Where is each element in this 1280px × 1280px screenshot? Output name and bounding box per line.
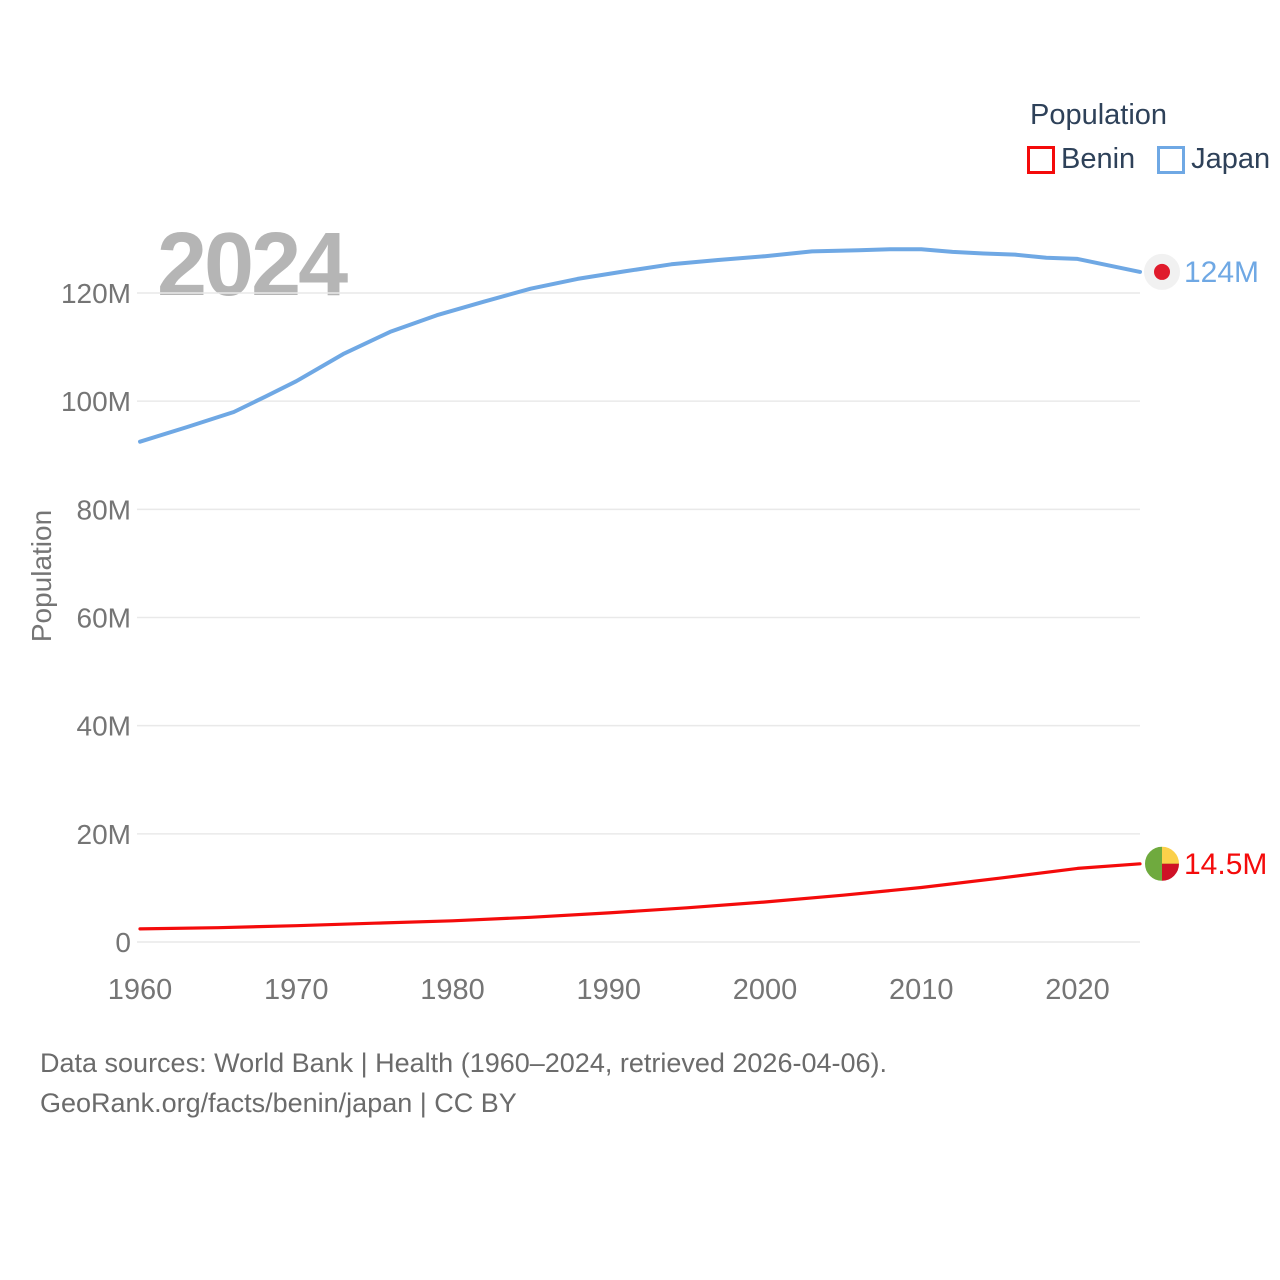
source-url-text: GeoRank.org/facts/benin/japan | CC BY xyxy=(40,1088,517,1118)
japan-swatch-icon xyxy=(1157,145,1186,174)
x-tick-label: 1970 xyxy=(264,974,329,1006)
y-tick-label: 120M xyxy=(61,278,131,309)
japan-line[interactable] xyxy=(138,247,1142,444)
legend-item-label: Japan xyxy=(1191,143,1271,175)
y-tick-label: 80M xyxy=(77,494,131,525)
y-tick-label: 0 xyxy=(115,927,131,958)
y-tick-label: 20M xyxy=(77,819,131,850)
legend-item-label: Benin xyxy=(1061,143,1136,175)
legend: Population Benin Japan xyxy=(1027,99,1270,176)
y-tick-label: 60M xyxy=(77,603,131,634)
y-tick-label: 100M xyxy=(61,386,131,417)
x-tick-label: 2000 xyxy=(733,974,798,1006)
japan-end-label: 124M xyxy=(1184,256,1259,289)
legend-item-benin[interactable]: Benin xyxy=(1027,143,1135,176)
legend-item-japan[interactable]: Japan xyxy=(1157,143,1270,176)
x-tick-label: 2010 xyxy=(889,974,954,1006)
year-watermark: 2024 xyxy=(157,215,348,315)
legend-items: Benin Japan xyxy=(1027,143,1270,176)
benin-flag-icon xyxy=(1143,844,1181,883)
japan-flag-icon xyxy=(1142,251,1182,292)
y-tick-label: 40M xyxy=(77,711,131,742)
x-tick-label: 1980 xyxy=(420,974,485,1006)
legend-title: Population xyxy=(1030,99,1168,131)
x-tick-label: 1990 xyxy=(576,974,641,1006)
benin-line[interactable] xyxy=(138,862,1142,931)
x-tick-label: 2020 xyxy=(1045,974,1110,1006)
benin-swatch-icon xyxy=(1027,145,1055,174)
x-tick-label: 1960 xyxy=(108,974,173,1006)
benin-end-label: 14.5M xyxy=(1184,848,1267,881)
data-sources-text: Data sources: World Bank | Health (1960–… xyxy=(40,1048,887,1078)
attribution-footer: Data sources: World Bank | Health (1960–… xyxy=(40,1043,887,1123)
